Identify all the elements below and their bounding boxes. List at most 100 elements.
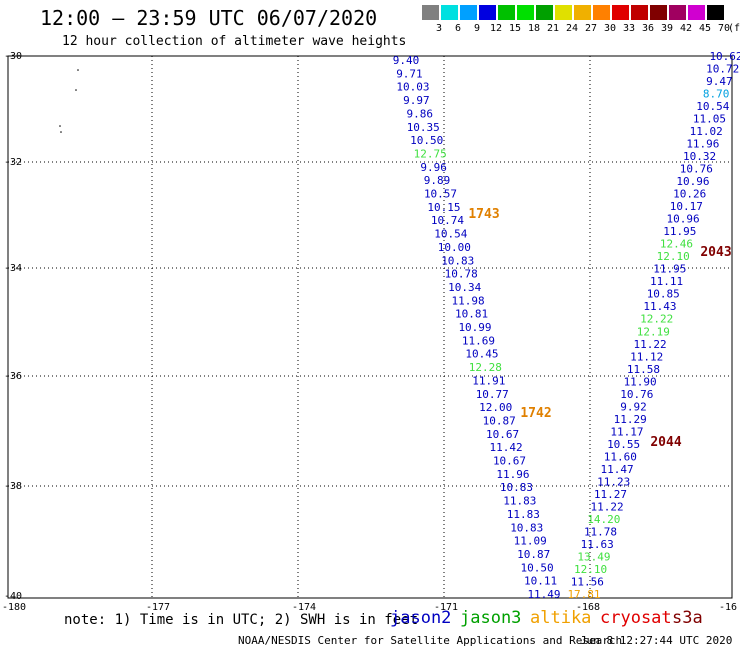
track-value: 10.67 (493, 455, 526, 468)
track-value: 10.96 (667, 213, 700, 226)
colorbar-cell (460, 5, 477, 20)
colorbar-cell (612, 5, 629, 20)
colorbar-label: 9 (473, 23, 481, 34)
island-dot (59, 125, 61, 127)
lat-tick-label: -34 (4, 263, 22, 274)
timestamp: Jun 8 12:27:44 UTC 2020 (580, 634, 733, 647)
lon-tick-label: -16 (719, 602, 737, 613)
lat-tick-label: -38 (4, 481, 22, 492)
colorbar-unit: (ft) (728, 23, 740, 34)
track-value: 9.89 (424, 174, 451, 187)
lat-tick-label: -32 (4, 157, 22, 168)
colorbar-cell (479, 5, 496, 20)
island-dot (75, 89, 77, 91)
map-frame (7, 55, 733, 599)
track-value: 11.98 (452, 294, 485, 307)
track-value: 10.78 (445, 268, 478, 281)
lat-tick-label: -40 (4, 591, 22, 602)
colorbar-label: 42 (679, 23, 693, 34)
footer-note: note: 1) Time is in UTC; 2) SWH is in fe… (64, 612, 419, 628)
colorbar-label: 6 (454, 23, 462, 34)
track-value: 11.83 (507, 508, 540, 521)
track-value: 9.40 (393, 54, 420, 67)
track-value: 11.22 (633, 338, 666, 351)
colorbar-label: 15 (508, 23, 522, 34)
track-value: 10.83 (500, 481, 533, 494)
legend-cryosat: cryosat (600, 608, 672, 628)
colorbar-label: 33 (622, 23, 636, 34)
track-value: 11.78 (584, 525, 617, 538)
track-value: 10.83 (510, 521, 543, 534)
track-value: 10.50 (521, 561, 554, 574)
lon-tick-label: -171 (434, 602, 458, 613)
track-value: 11.91 (472, 374, 505, 387)
track-value: 10.76 (620, 388, 653, 401)
track-value: 11.09 (514, 535, 547, 548)
track-value: 10.32 (683, 150, 716, 163)
track-value: 10.87 (483, 414, 516, 427)
track-value: 10.62 (709, 50, 740, 63)
track-value: 11.05 (693, 113, 726, 126)
track-value: 8.70 (703, 88, 730, 101)
track-value: 11.23 (597, 475, 630, 488)
track-value: 11.17 (610, 425, 643, 438)
legend-s3a: s3a (672, 608, 703, 628)
track-value: 10.00 (438, 241, 471, 254)
colorbar-label: 36 (641, 23, 655, 34)
lon-tick-label: -177 (146, 602, 170, 613)
page-subtitle: 12 hour collection of altimeter wave hei… (62, 34, 407, 49)
track-value: 11.60 (604, 450, 637, 463)
track-value: 14.20 (587, 513, 620, 526)
track-value: 9.96 (420, 161, 447, 174)
track-value: 11.49 (527, 588, 560, 601)
track-value: 11.12 (630, 350, 663, 363)
track-value: 10.45 (465, 348, 498, 361)
track-value: 10.74 (431, 214, 464, 227)
track-value: 10.57 (424, 188, 457, 201)
track-value: 11.11 (650, 275, 683, 288)
time-label: 1742 (520, 406, 551, 421)
colorbar-label: 30 (603, 23, 617, 34)
track-value: 10.17 (670, 200, 703, 213)
colorbar-label: 27 (584, 23, 598, 34)
track-value: 9.47 (706, 75, 733, 88)
track-value: 10.87 (517, 548, 550, 561)
island-dot (60, 131, 62, 133)
track-value: 10.11 (524, 575, 557, 588)
colorbar-cell (669, 5, 686, 20)
colorbar-label: 21 (546, 23, 560, 34)
track-value: 12.10 (574, 563, 607, 576)
track-value: 10.03 (396, 81, 429, 94)
lat-tick-label: -30 (4, 51, 22, 62)
track-value: 12.00 (479, 401, 512, 414)
lon-tick-label: -168 (576, 602, 600, 613)
legend-jason2: jason2 (390, 608, 452, 628)
track-value: 11.56 (571, 575, 604, 588)
track-value: 11.96 (686, 138, 719, 151)
track-value: 10.34 (448, 281, 481, 294)
colorbar-cell (536, 5, 553, 20)
colorbar-cell (422, 5, 439, 20)
colorbar-cell (555, 5, 572, 20)
track-value: 10.26 (673, 188, 706, 201)
colorbar-cell (498, 5, 515, 20)
track-value: 10.50 (410, 134, 443, 147)
track-value: 11.58 (627, 363, 660, 376)
track-value: 10.77 (476, 388, 509, 401)
track-value: 11.22 (591, 500, 624, 513)
track-value: 10.55 (607, 438, 640, 451)
track-value: 10.72 (706, 63, 739, 76)
time-label: 1743 (468, 207, 499, 222)
track-value: 11.90 (624, 375, 657, 388)
track-value: 10.83 (441, 254, 474, 267)
colorbar-cell (441, 5, 458, 20)
page-title: 12:00 — 23:59 UTC 06/07/2020 (40, 6, 378, 30)
track-value: 11.47 (600, 463, 633, 476)
colorbar-label: 12 (489, 23, 503, 34)
track-value: 12.19 (637, 325, 670, 338)
track-value: 11.43 (643, 300, 676, 313)
colorbar-label: 70 (717, 23, 731, 34)
colorbar-cell (688, 5, 705, 20)
track-value: 12.10 (657, 250, 690, 263)
track-value: 12.28 (469, 361, 502, 374)
